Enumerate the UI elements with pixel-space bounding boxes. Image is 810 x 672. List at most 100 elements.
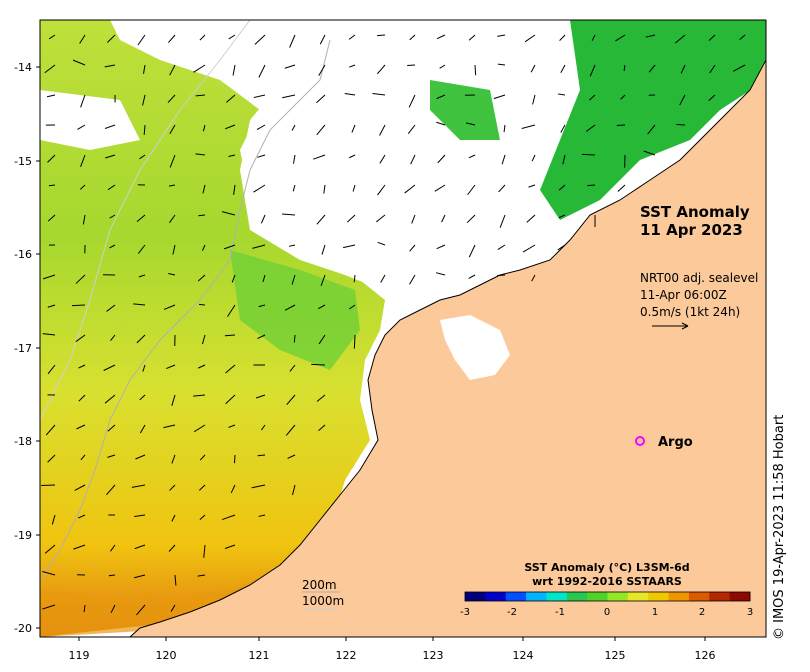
current-arrow — [407, 124, 416, 134]
current-arrow — [169, 64, 176, 76]
current-arrow — [321, 244, 326, 255]
current-arrow — [257, 334, 266, 340]
current-arrow — [376, 214, 386, 223]
current-arrow — [134, 514, 146, 517]
current-arrow — [348, 34, 356, 40]
current-arrow — [313, 154, 326, 160]
current-arrow — [41, 484, 56, 487]
colorbar-tick: -3 — [460, 607, 470, 618]
current-arrow — [137, 34, 146, 46]
isobath-label-200m: 200m — [302, 578, 337, 592]
current-arrow — [224, 334, 236, 337]
lat-tick: -17 — [14, 342, 32, 355]
argo-marker — [635, 436, 645, 446]
current-arrow — [110, 604, 116, 614]
current-arrow — [42, 604, 56, 610]
colorbar-tick: 1 — [652, 607, 658, 618]
current-arrow — [80, 94, 86, 108]
current-arrow — [201, 244, 206, 251]
current-arrow — [377, 34, 386, 37]
current-arrow — [169, 484, 176, 491]
current-arrow — [75, 274, 86, 284]
current-arrows — [41, 34, 746, 616]
lon-tick: 124 — [513, 649, 534, 662]
current-arrow — [143, 64, 146, 74]
current-arrow — [73, 544, 86, 550]
longitude-axis: 119 120 121 122 123 124 125 126 — [69, 637, 716, 662]
current-arrow — [468, 154, 476, 159]
current-arrow — [226, 94, 236, 103]
current-arrow — [521, 124, 536, 129]
current-arrow — [77, 124, 86, 130]
current-arrow — [77, 514, 86, 519]
current-arrow — [291, 124, 296, 131]
colorbar-frame — [464, 591, 751, 602]
current-arrow — [562, 154, 566, 165]
current-arrow — [591, 34, 596, 41]
current-arrow — [408, 94, 416, 108]
current-arrow — [168, 544, 176, 552]
current-arrow — [51, 514, 56, 525]
current-arrow — [170, 604, 176, 612]
current-arrow — [497, 244, 506, 250]
current-arrow — [436, 34, 446, 40]
current-arrow — [441, 214, 446, 223]
current-arrow — [558, 214, 566, 219]
current-arrow — [82, 214, 86, 225]
current-arrow — [105, 484, 116, 496]
current-arrow — [193, 424, 206, 433]
current-arrow — [139, 154, 146, 160]
current-arrow — [252, 244, 266, 249]
current-arrow — [258, 64, 266, 78]
current-arrow — [201, 334, 206, 345]
currents-scale: 0.5m/s (1kt 24h) — [640, 305, 740, 319]
current-arrow — [199, 454, 206, 461]
current-arrow — [106, 304, 116, 312]
current-arrow — [377, 241, 386, 246]
current-arrow — [48, 34, 56, 40]
current-arrow — [404, 184, 416, 194]
current-arrow — [380, 274, 386, 283]
current-arrow — [372, 92, 386, 96]
current-arrow — [468, 34, 476, 41]
current-arrow — [647, 124, 656, 135]
current-arrow — [174, 574, 177, 586]
lon-tick: 119 — [69, 649, 90, 662]
colorbar-tick: 3 — [747, 607, 753, 618]
current-arrow — [318, 334, 326, 345]
current-arrow — [377, 64, 386, 75]
current-arrow — [346, 214, 356, 223]
plot-border — [39, 19, 767, 638]
map-title-line1: SST Anomaly — [640, 203, 750, 221]
current-arrow — [617, 184, 626, 192]
current-arrow — [589, 94, 596, 101]
current-arrow — [198, 303, 206, 306]
current-arrow — [137, 244, 146, 254]
current-arrow — [80, 454, 86, 461]
current-arrow — [320, 274, 326, 286]
colorbar-cell — [505, 592, 527, 601]
current-arrow — [311, 363, 326, 366]
current-arrow — [131, 484, 146, 488]
current-arrow — [198, 484, 206, 491]
current-arrow — [318, 424, 326, 431]
current-arrow — [293, 154, 296, 164]
current-arrow — [104, 124, 116, 129]
current-arrow — [288, 244, 296, 247]
current-arrow — [109, 244, 116, 249]
current-arrow — [167, 94, 176, 103]
current-arrow — [227, 304, 236, 317]
current-arrow — [411, 214, 416, 224]
current-arrow — [679, 94, 686, 106]
colorbar-cell — [566, 592, 588, 601]
current-arrow — [109, 214, 116, 219]
current-arrow — [75, 334, 86, 343]
current-arrow — [648, 64, 656, 73]
current-arrow — [344, 92, 356, 96]
colorbar-tick: -1 — [555, 607, 565, 618]
current-arrow — [257, 454, 266, 457]
current-arrow — [46, 94, 56, 98]
current-arrow — [528, 184, 536, 188]
current-arrow — [142, 94, 146, 106]
